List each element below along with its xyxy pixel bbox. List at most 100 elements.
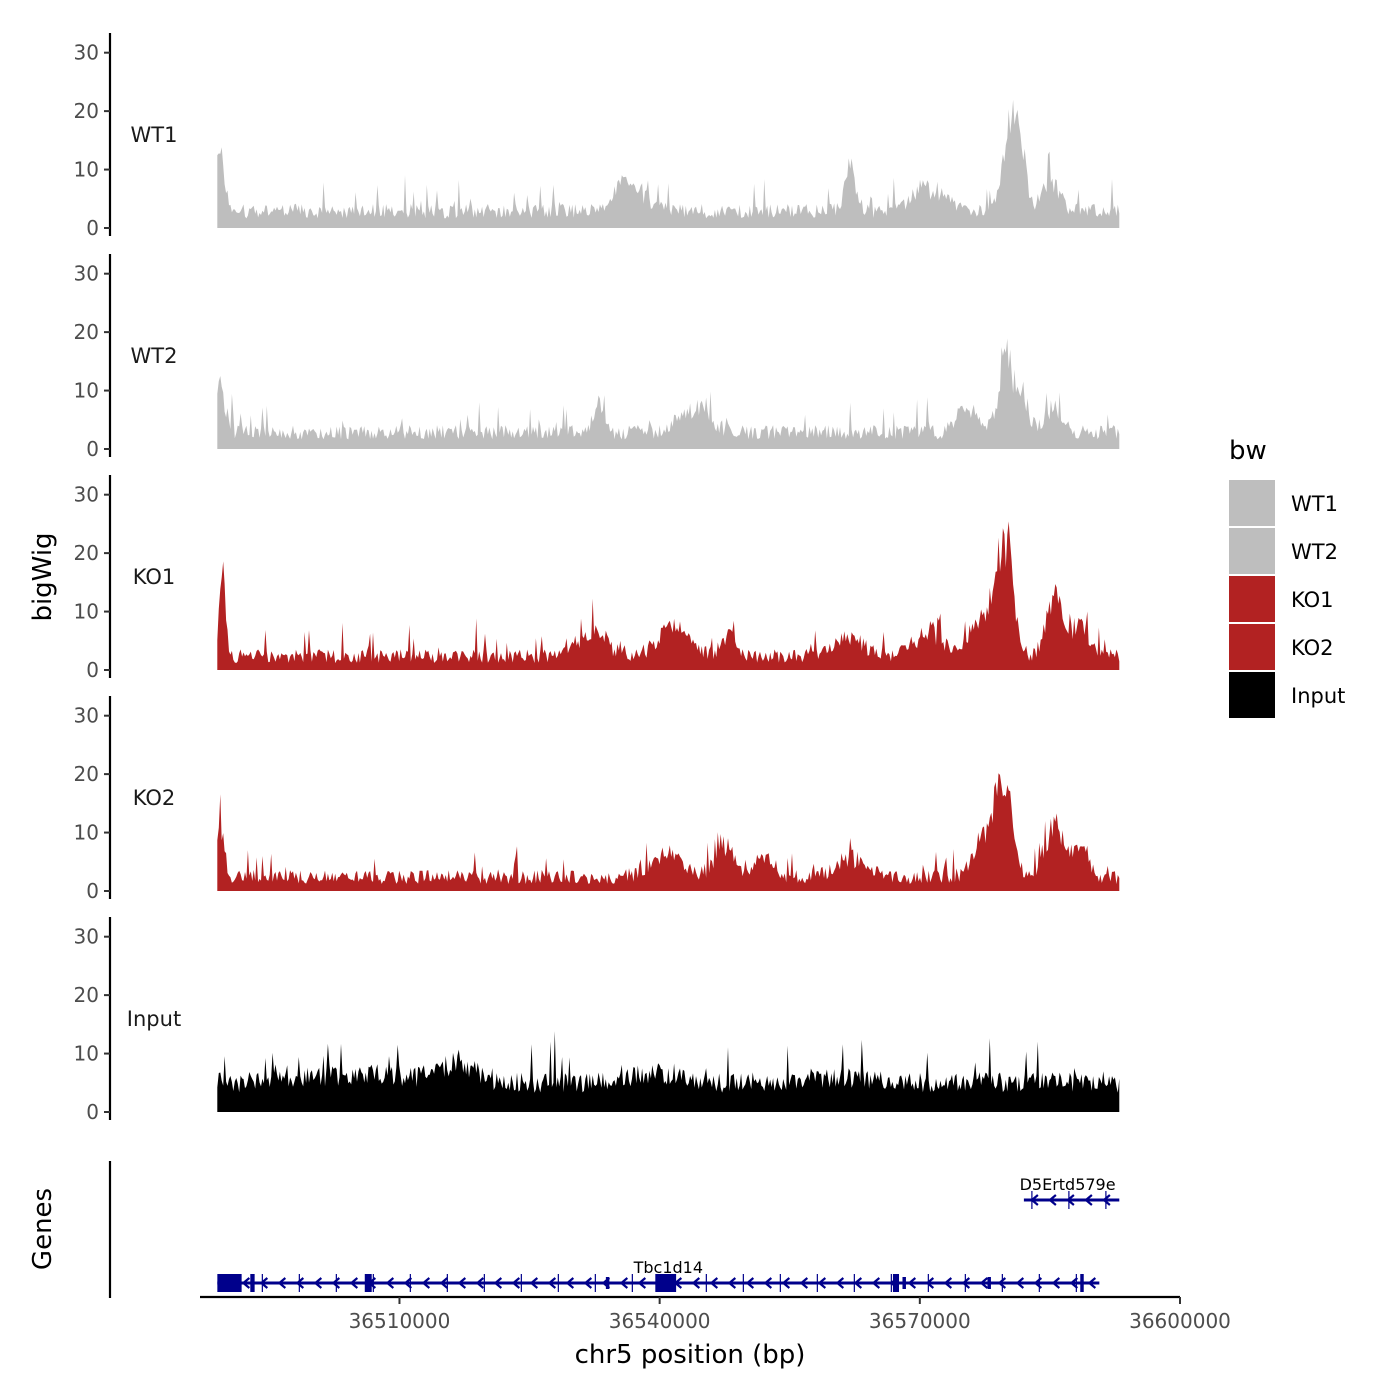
legend: bw WT1 WT2 KO1 KO2 Input [1229, 436, 1345, 718]
strand-arrow [511, 1277, 521, 1289]
strand-arrow [1066, 1194, 1075, 1206]
gene-tbc1d14: Tbc1d14 [217, 1258, 1100, 1292]
track-label-input: Input [127, 1007, 181, 1031]
gene-label: D5Ertd579e [1020, 1175, 1116, 1194]
exon-block [605, 1277, 610, 1289]
strand-arrow [1102, 1194, 1111, 1206]
strand-arrow [925, 1277, 935, 1289]
strand-arrow [313, 1277, 323, 1289]
legend-label-wt2: WT2 [1291, 540, 1338, 564]
y-tick-label: 0 [86, 216, 99, 240]
strand-arrow [817, 1277, 827, 1289]
coverage-area-wt2 [217, 338, 1120, 449]
track-label-wt2: WT2 [131, 344, 178, 368]
strand-arrow [853, 1277, 863, 1289]
strand-arrow [961, 1277, 971, 1289]
legend-key-input [1229, 672, 1275, 718]
strand-arrow [691, 1277, 701, 1289]
y-tick-label: 10 [74, 1042, 99, 1066]
y-tick-label: 10 [74, 158, 99, 182]
legend-label-ko1: KO1 [1291, 588, 1334, 612]
y-tick-label: 0 [86, 437, 99, 461]
legend-items: WT1 WT2 KO1 KO2 Input [1229, 480, 1345, 718]
strand-arrow [745, 1277, 755, 1289]
strand-arrow [349, 1277, 359, 1289]
track-label-ko2: KO2 [133, 786, 176, 810]
y-tick-label: 20 [74, 99, 99, 123]
legend-title: bw [1229, 436, 1267, 466]
x-tick-label: 36570000 [869, 1309, 971, 1333]
strand-arrow [1084, 1194, 1093, 1206]
y-tick-label: 10 [74, 600, 99, 624]
track-label-ko1: KO1 [133, 565, 176, 589]
x-axis-title: chr5 position (bp) [575, 1340, 806, 1370]
exon-block [902, 1277, 906, 1289]
legend-key-wt2 [1229, 528, 1275, 574]
strand-arrow [727, 1277, 737, 1289]
exon-block [217, 1274, 242, 1292]
strand-arrow [799, 1277, 809, 1289]
strand-arrow [241, 1277, 251, 1289]
exon-block [250, 1274, 255, 1292]
strand-arrow [1087, 1277, 1097, 1289]
strand-arrow [943, 1277, 953, 1289]
strand-arrow [565, 1277, 575, 1289]
strand-arrow [493, 1277, 503, 1289]
strand-arrow [979, 1277, 989, 1289]
strand-arrow [529, 1277, 539, 1289]
strand-arrow [421, 1277, 431, 1289]
legend-key-ko2 [1229, 624, 1275, 670]
exon-block [655, 1274, 677, 1292]
y-tick-label: 30 [74, 704, 99, 728]
strand-arrow [259, 1277, 269, 1289]
y-tick-label: 0 [86, 658, 99, 682]
strand-arrow [781, 1277, 791, 1289]
y-tick-label: 30 [74, 41, 99, 65]
strand-arrow [637, 1277, 647, 1289]
legend-key-ko1 [1229, 576, 1275, 622]
y-tick-label: 0 [86, 879, 99, 903]
y-tick-label: 20 [74, 762, 99, 786]
tracks-layer [217, 99, 1120, 1112]
strand-arrow [763, 1277, 773, 1289]
legend-key-wt1 [1229, 480, 1275, 526]
x-tick-label: 36600000 [1129, 1309, 1231, 1333]
exon-block [987, 1277, 991, 1289]
strand-arrow [457, 1277, 467, 1289]
strand-arrow [475, 1277, 485, 1289]
y-tick-label: 20 [74, 983, 99, 1007]
legend-label-ko2: KO2 [1291, 636, 1334, 660]
track-label-wt1: WT1 [131, 123, 178, 147]
exon-block [364, 1274, 372, 1292]
strand-arrow [583, 1277, 593, 1289]
coverage-area-input [217, 1031, 1120, 1112]
strand-arrow [907, 1277, 917, 1289]
strand-arrow [997, 1277, 1007, 1289]
exon-block [1080, 1274, 1084, 1292]
y-tick-label: 30 [74, 925, 99, 949]
coverage-area-ko2 [217, 773, 1120, 891]
strand-arrow [1015, 1277, 1025, 1289]
y-tick-label: 30 [74, 262, 99, 286]
x-tick-label: 36510000 [349, 1309, 451, 1333]
y-tick-label: 20 [74, 320, 99, 344]
strand-arrow [871, 1277, 881, 1289]
y-tick-label: 20 [74, 541, 99, 565]
strand-arrow [1048, 1194, 1057, 1206]
genes-axis-title: Genes [28, 1188, 58, 1270]
strand-arrow [1069, 1277, 1079, 1289]
strand-arrow [619, 1277, 629, 1289]
exon-block [892, 1274, 900, 1292]
strand-arrow [709, 1277, 719, 1289]
strand-arrow [295, 1277, 305, 1289]
x-tick-label: 36540000 [609, 1309, 711, 1333]
y-tick-label: 30 [74, 483, 99, 507]
strand-arrow [1051, 1277, 1061, 1289]
strand-arrow [439, 1277, 449, 1289]
strand-arrow [547, 1277, 557, 1289]
strand-arrow [277, 1277, 287, 1289]
coverage-area-ko1 [217, 521, 1120, 670]
y-tick-label: 10 [74, 379, 99, 403]
y-tick-label: 0 [86, 1100, 99, 1124]
